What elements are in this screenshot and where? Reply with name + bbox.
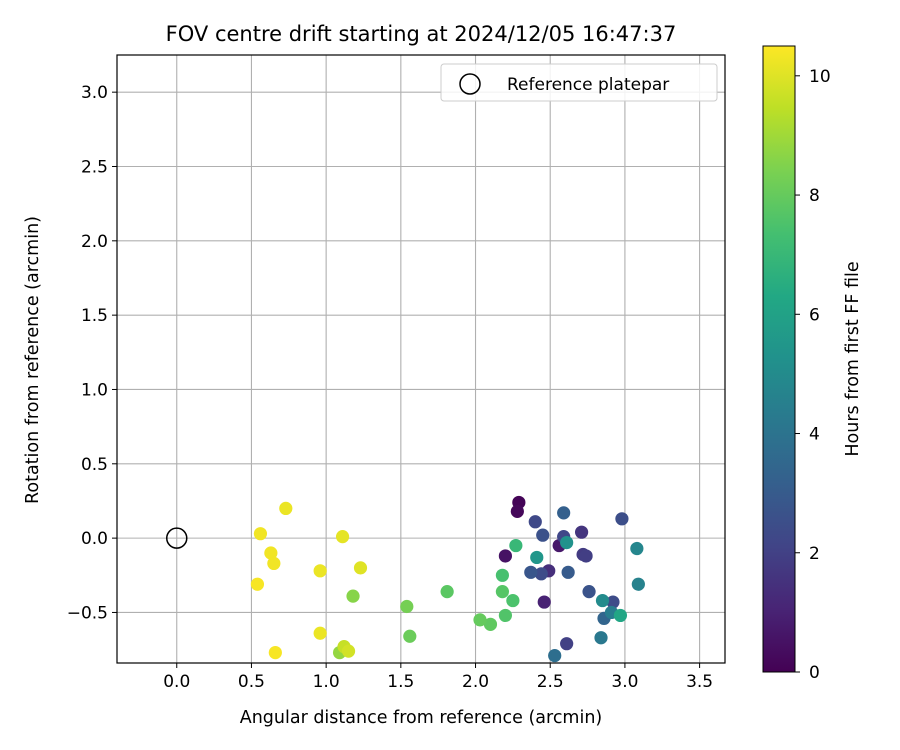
reference-marker xyxy=(166,527,188,549)
data-point xyxy=(606,595,620,609)
colorbar-tick-label: 8 xyxy=(809,186,820,206)
data-point xyxy=(548,648,562,663)
data-point xyxy=(524,565,538,579)
y-tick-label: 3.0 xyxy=(81,83,108,103)
data-point xyxy=(560,535,574,550)
y-tick-label: 1.0 xyxy=(81,380,108,400)
data-point xyxy=(506,593,520,608)
x-tick-label: 3.0 xyxy=(611,672,638,692)
legend-reference-label: Reference platepar xyxy=(507,75,669,95)
chart-title: FOV centre drift starting at 2024/12/05 … xyxy=(166,22,677,46)
data-point xyxy=(510,504,524,518)
data-point xyxy=(313,626,327,640)
reference-platepar-marker xyxy=(166,527,188,549)
data-point xyxy=(253,527,268,541)
x-axis-label: Angular distance from reference (arcmin) xyxy=(240,708,603,728)
x-axis-ticks: 0.0 0.5 1.0 1.5 2.0 2.5 3.0 3.5 xyxy=(163,663,713,692)
x-tick-label: 0.5 xyxy=(238,672,265,692)
data-point xyxy=(528,515,542,529)
x-tick-label: 1.5 xyxy=(387,672,414,692)
data-point xyxy=(400,599,414,614)
data-point xyxy=(615,512,629,526)
legend-reference-marker xyxy=(459,73,481,95)
data-point xyxy=(473,613,487,627)
data-point xyxy=(483,617,498,631)
data-point xyxy=(341,644,356,658)
data-point xyxy=(561,565,575,579)
y-tick-label: 1.5 xyxy=(81,306,108,326)
legend: Reference platepar xyxy=(440,63,718,102)
data-point xyxy=(440,585,454,599)
x-tick-label: 0.0 xyxy=(163,672,190,692)
data-point xyxy=(630,541,644,556)
x-tick-label: 2.0 xyxy=(462,672,489,692)
data-point xyxy=(250,577,265,591)
data-point xyxy=(498,608,513,623)
data-point xyxy=(582,585,596,599)
data-point xyxy=(595,593,610,608)
y-tick-label: −0.5 xyxy=(67,603,108,623)
y-axis-label: Rotation from reference (arcmin) xyxy=(23,216,43,504)
data-point xyxy=(268,645,282,660)
y-axis-ticks: −0.5 0.0 0.5 1.0 1.5 2.0 2.5 3.0 xyxy=(67,83,117,623)
data-point xyxy=(557,506,571,520)
axes-frame xyxy=(116,54,726,664)
colorbar-tick-label: 6 xyxy=(809,305,820,325)
data-point xyxy=(530,550,544,565)
colorbar-ticks: 0 2 4 6 8 10 xyxy=(795,67,831,683)
colorbar-tick-label: 10 xyxy=(809,67,831,87)
data-point xyxy=(346,589,360,603)
x-tick-label: 3.5 xyxy=(686,672,713,692)
data-point xyxy=(631,577,645,591)
colorbar-label: Hours from first FF file xyxy=(843,261,863,456)
data-point xyxy=(279,501,293,515)
data-point xyxy=(537,595,551,609)
data-point xyxy=(403,629,417,643)
data-point xyxy=(495,568,510,582)
data-point xyxy=(579,549,593,563)
y-tick-label: 0.5 xyxy=(81,455,108,475)
scatter-points xyxy=(250,495,645,663)
y-tick-label: 2.5 xyxy=(81,157,108,177)
data-point xyxy=(534,567,548,581)
data-point xyxy=(574,525,589,539)
grid-lines xyxy=(117,55,725,663)
y-tick-label: 0.0 xyxy=(81,529,108,549)
data-point xyxy=(267,556,281,571)
data-point xyxy=(313,564,327,578)
data-point xyxy=(353,561,368,575)
data-point xyxy=(495,585,510,599)
colorbar xyxy=(762,45,796,673)
x-tick-label: 2.5 xyxy=(537,672,564,692)
data-point xyxy=(613,608,628,623)
data-point xyxy=(264,546,278,560)
x-tick-label: 1.0 xyxy=(313,672,340,692)
data-point xyxy=(498,549,513,563)
legend-box xyxy=(440,63,718,102)
data-point xyxy=(335,530,350,544)
data-point xyxy=(594,631,608,645)
colorbar-tick-label: 2 xyxy=(809,544,820,564)
colorbar-tick-label: 4 xyxy=(809,425,820,445)
data-point xyxy=(509,538,523,553)
colorbar-tick-label: 0 xyxy=(809,663,820,683)
data-point xyxy=(560,637,574,651)
y-tick-label: 2.0 xyxy=(81,232,108,252)
data-point xyxy=(536,528,550,542)
